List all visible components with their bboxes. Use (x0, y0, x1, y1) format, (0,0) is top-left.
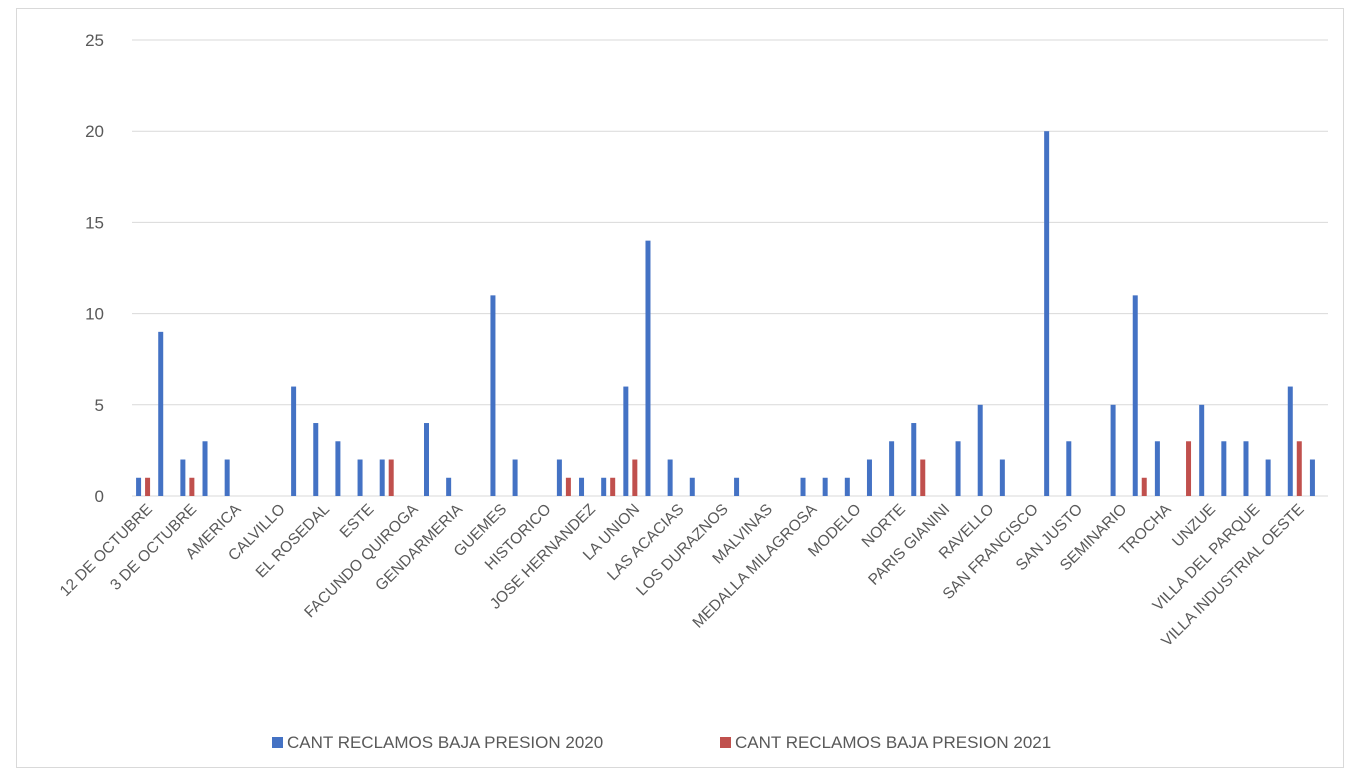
y-tick-label: 15 (85, 213, 104, 232)
bar-2020 (136, 478, 141, 496)
bar-2020 (1199, 405, 1204, 496)
legend-label: CANT RECLAMOS BAJA PRESION 2020 (287, 733, 603, 752)
bar-2020 (823, 478, 828, 496)
bar-2020 (1310, 460, 1315, 496)
bar-2020 (845, 478, 850, 496)
bar-2020 (867, 460, 872, 496)
bar-2020 (358, 460, 363, 496)
bar-2020 (889, 441, 894, 496)
x-tick-label: ESTE (337, 501, 378, 542)
bar-2020 (645, 241, 650, 496)
bar-2020 (557, 460, 562, 496)
bar-2021 (389, 460, 394, 496)
bar-2020 (956, 441, 961, 496)
bar-2020 (978, 405, 983, 496)
bar-2021 (1142, 478, 1147, 496)
bar-2021 (1186, 441, 1191, 496)
bar-2020 (801, 478, 806, 496)
bar-2021 (145, 478, 150, 496)
x-tick-label: LAS ACACIAS (604, 501, 687, 584)
bar-2020 (668, 460, 673, 496)
bar-2020 (335, 441, 340, 496)
bar-2020 (1111, 405, 1116, 496)
bar-2020 (1221, 441, 1226, 496)
y-tick-label: 25 (85, 31, 104, 50)
bar-2020 (225, 460, 230, 496)
legend-swatch (272, 737, 283, 748)
bar-2020 (446, 478, 451, 496)
bar-2020 (1044, 131, 1049, 496)
bar-2020 (424, 423, 429, 496)
bar-2020 (1066, 441, 1071, 496)
y-tick-label: 0 (95, 487, 104, 506)
bar-2020 (1288, 387, 1293, 496)
bar-2020 (734, 478, 739, 496)
bar-2020 (690, 478, 695, 496)
bar-2021 (566, 478, 571, 496)
bar-2020 (601, 478, 606, 496)
bar-2020 (158, 332, 163, 496)
bar-2021 (610, 478, 615, 496)
bar-2020 (490, 295, 495, 496)
bar-2021 (1297, 441, 1302, 496)
bar-2020 (203, 441, 208, 496)
bar-2021 (920, 460, 925, 496)
bar-2021 (189, 478, 194, 496)
legend: CANT RECLAMOS BAJA PRESION 2020 CANT RECL… (272, 733, 1051, 752)
bar-2021 (632, 460, 637, 496)
y-tick-label: 20 (85, 122, 104, 141)
bar-2020 (579, 478, 584, 496)
bar-2020 (1133, 295, 1138, 496)
x-tick-label: PARIS GIANINI (865, 501, 953, 589)
bar-2020 (1155, 441, 1160, 496)
y-tick-label: 10 (85, 305, 104, 324)
bar-2020 (380, 460, 385, 496)
bar-2020 (313, 423, 318, 496)
bar-2020 (1243, 441, 1248, 496)
bar-2020 (291, 387, 296, 496)
bar-2020 (513, 460, 518, 496)
gridlines (132, 40, 1328, 496)
legend-label: CANT RECLAMOS BAJA PRESION 2021 (735, 733, 1051, 752)
bar-2020 (1000, 460, 1005, 496)
legend-swatch (720, 737, 731, 748)
bar-2020 (1266, 460, 1271, 496)
y-tick-label: 5 (95, 396, 104, 415)
bar-2020 (180, 460, 185, 496)
y-axis-tick-labels: 0 5 10 15 20 25 (85, 31, 104, 506)
bar-2020 (911, 423, 916, 496)
bar-2020 (623, 387, 628, 496)
